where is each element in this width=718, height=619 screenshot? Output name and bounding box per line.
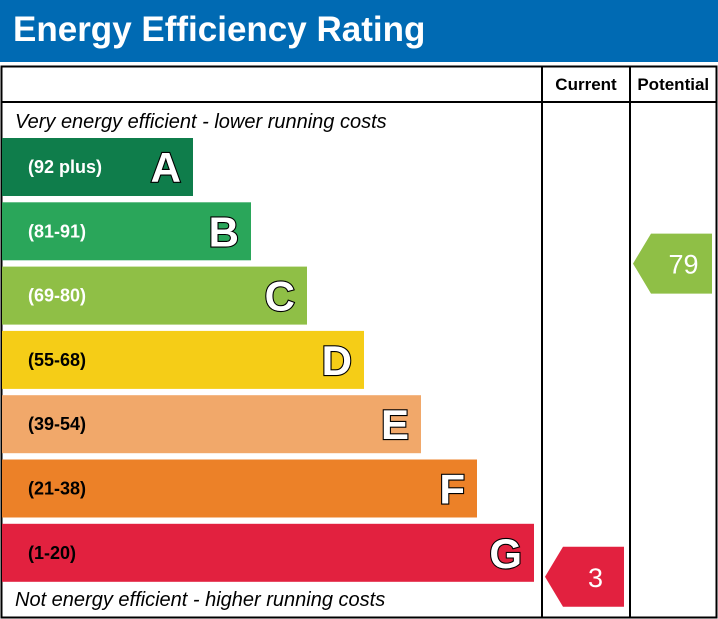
bottom-caption: Not energy efficient - higher running co… xyxy=(15,589,385,611)
band-letter-b: B xyxy=(209,208,239,255)
potential-rating-arrow xyxy=(633,233,712,294)
band-bar-c xyxy=(2,266,307,325)
band-bar-g xyxy=(2,523,534,582)
header-bar: Energy Efficiency Rating xyxy=(0,0,718,62)
potential-column-header: Potential xyxy=(637,75,709,94)
band-bar-e xyxy=(2,395,421,454)
current-rating-value: 3 xyxy=(588,563,603,593)
energy-rating-chart: Current Potential Very energy efficient - … xyxy=(0,65,718,619)
band-bar-f xyxy=(2,459,477,518)
band-bar-d xyxy=(2,330,364,389)
page-title: Energy Efficiency Rating xyxy=(13,10,426,49)
band-range-d: (55-68) xyxy=(28,350,86,370)
potential-rating-value: 79 xyxy=(668,250,698,280)
band-range-g: (1-20) xyxy=(28,543,76,563)
chart-frame xyxy=(0,65,718,619)
band-letter-f: F xyxy=(439,466,465,513)
band-bar-b xyxy=(2,202,251,261)
current-column-header: Current xyxy=(555,75,617,94)
band-letter-a: A xyxy=(151,144,181,191)
band-letter-d: D xyxy=(322,337,352,384)
top-caption: Very energy efficient - lower running co… xyxy=(15,111,387,133)
band-letter-e: E xyxy=(381,401,409,448)
current-rating-arrow xyxy=(545,546,624,607)
band-bar-a xyxy=(2,138,193,196)
band-range-c: (69-80) xyxy=(28,286,86,306)
band-range-e: (39-54) xyxy=(28,414,86,434)
band-letter-c: C xyxy=(265,273,295,320)
band-range-b: (81-91) xyxy=(28,221,86,241)
band-letter-g: G xyxy=(489,530,522,577)
band-range-f: (21-38) xyxy=(28,479,86,499)
band-range-a: (92 plus) xyxy=(28,157,102,177)
